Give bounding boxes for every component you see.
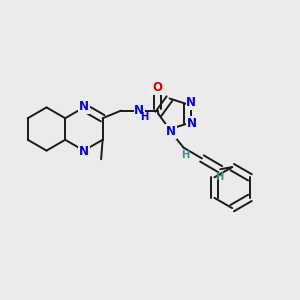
Text: N: N (186, 96, 196, 110)
Text: H: H (140, 112, 148, 122)
Text: N: N (79, 145, 89, 158)
Text: H: H (181, 150, 189, 160)
Text: O: O (153, 81, 163, 94)
Text: N: N (134, 104, 144, 117)
Text: N: N (166, 125, 176, 138)
Text: N: N (79, 100, 89, 113)
Text: H: H (216, 172, 224, 182)
Text: N: N (187, 117, 197, 130)
